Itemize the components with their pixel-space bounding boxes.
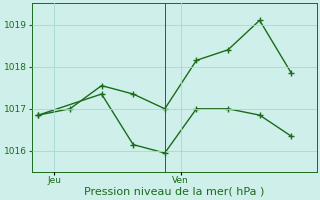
X-axis label: Pression niveau de la mer( hPa ): Pression niveau de la mer( hPa ) <box>84 187 264 197</box>
